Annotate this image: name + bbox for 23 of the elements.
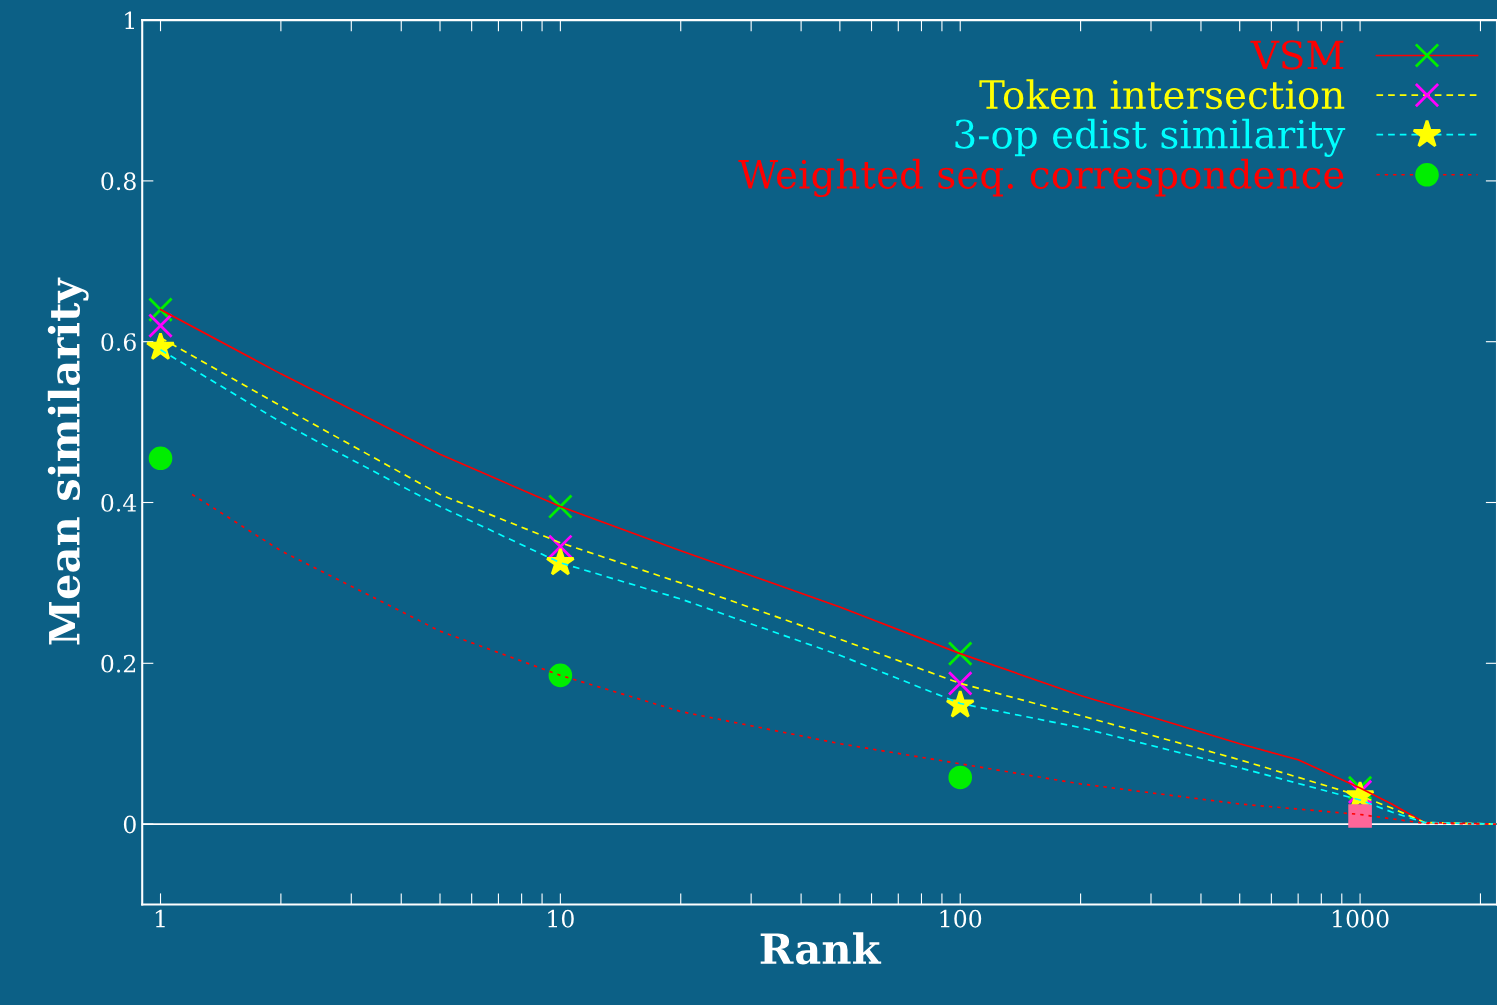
point	[145, 332, 176, 360]
y-tick-label: 1	[125, 11, 134, 30]
point	[148, 446, 173, 471]
point	[548, 663, 573, 688]
point	[945, 689, 975, 718]
y-tick-label: 0.4	[101, 493, 137, 512]
y-tick-label: 0.8	[101, 172, 136, 191]
legend-label: Weighted seq. correspondence	[738, 158, 1344, 198]
legend-label: Token intersection	[979, 79, 1345, 110]
x-tick-label: 10	[548, 909, 574, 928]
x-tick-label: 100	[940, 909, 982, 928]
y-axis-title: Mean similarity	[47, 277, 89, 645]
y-tick-label: 0.2	[101, 654, 136, 673]
legend-label: VSM	[1250, 40, 1344, 70]
point	[148, 313, 174, 339]
x-tick-label: 1	[155, 909, 165, 928]
x-tick-label: 1000	[1332, 909, 1389, 928]
x-axis-title: Rank	[760, 932, 882, 965]
y-tick-label: 0	[123, 815, 136, 834]
y-tick-label: 0.6	[101, 333, 136, 352]
point	[948, 765, 973, 790]
point	[545, 547, 575, 576]
legend-label: 3-op edist similarity	[955, 118, 1346, 157]
